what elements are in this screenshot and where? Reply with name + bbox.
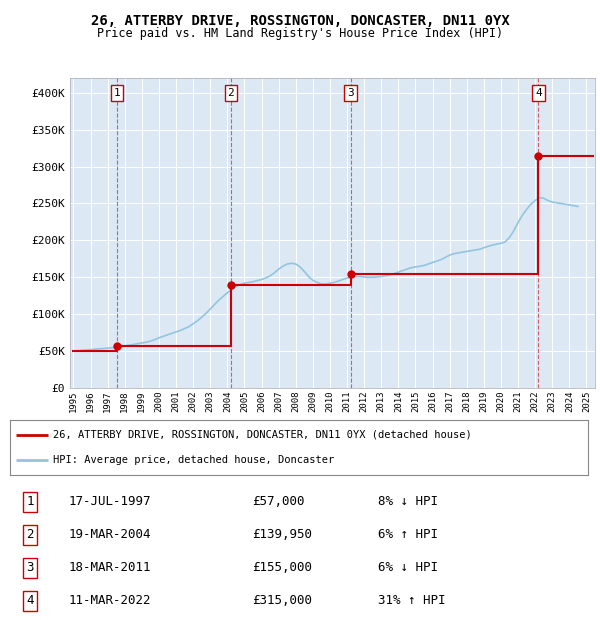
Text: 3: 3 xyxy=(347,88,354,98)
Text: 31% ↑ HPI: 31% ↑ HPI xyxy=(378,594,445,607)
Text: 2: 2 xyxy=(26,528,34,541)
Text: 6% ↓ HPI: 6% ↓ HPI xyxy=(378,561,438,574)
Text: £315,000: £315,000 xyxy=(252,594,312,607)
Text: 2: 2 xyxy=(227,88,234,98)
Text: 3: 3 xyxy=(26,561,34,574)
Text: 4: 4 xyxy=(26,594,34,607)
Text: 26, ATTERBY DRIVE, ROSSINGTON, DONCASTER, DN11 0YX: 26, ATTERBY DRIVE, ROSSINGTON, DONCASTER… xyxy=(91,14,509,29)
Text: HPI: Average price, detached house, Doncaster: HPI: Average price, detached house, Donc… xyxy=(53,455,335,465)
Text: 1: 1 xyxy=(26,495,34,508)
Text: 1: 1 xyxy=(113,88,120,98)
Text: £155,000: £155,000 xyxy=(252,561,312,574)
Text: 17-JUL-1997: 17-JUL-1997 xyxy=(69,495,151,508)
Text: 8% ↓ HPI: 8% ↓ HPI xyxy=(378,495,438,508)
Text: 6% ↑ HPI: 6% ↑ HPI xyxy=(378,528,438,541)
Text: 19-MAR-2004: 19-MAR-2004 xyxy=(69,528,151,541)
Text: Price paid vs. HM Land Registry's House Price Index (HPI): Price paid vs. HM Land Registry's House … xyxy=(97,27,503,40)
Text: 26, ATTERBY DRIVE, ROSSINGTON, DONCASTER, DN11 0YX (detached house): 26, ATTERBY DRIVE, ROSSINGTON, DONCASTER… xyxy=(53,430,472,440)
Text: £139,950: £139,950 xyxy=(252,528,312,541)
Text: 4: 4 xyxy=(535,88,542,98)
Text: £57,000: £57,000 xyxy=(252,495,305,508)
Text: 18-MAR-2011: 18-MAR-2011 xyxy=(69,561,151,574)
Text: 11-MAR-2022: 11-MAR-2022 xyxy=(69,594,151,607)
